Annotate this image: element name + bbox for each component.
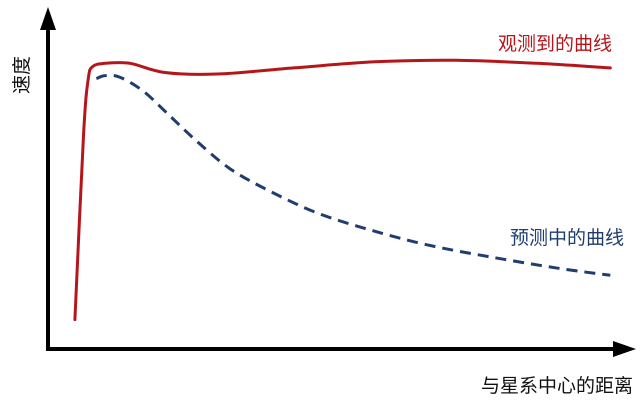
y-axis-title: 速度: [11, 56, 33, 94]
series-line-observed: [73, 58, 612, 322]
y-axis-arrow: [40, 7, 56, 30]
series-label-predicted: 预测中的曲线: [510, 227, 624, 249]
series-label-observed: 观测到的曲线: [498, 33, 612, 55]
x-axis-arrow: [613, 341, 636, 357]
x-axis-title: 与星系中心的距离: [481, 375, 633, 397]
series-line-predicted: [95, 73, 611, 277]
